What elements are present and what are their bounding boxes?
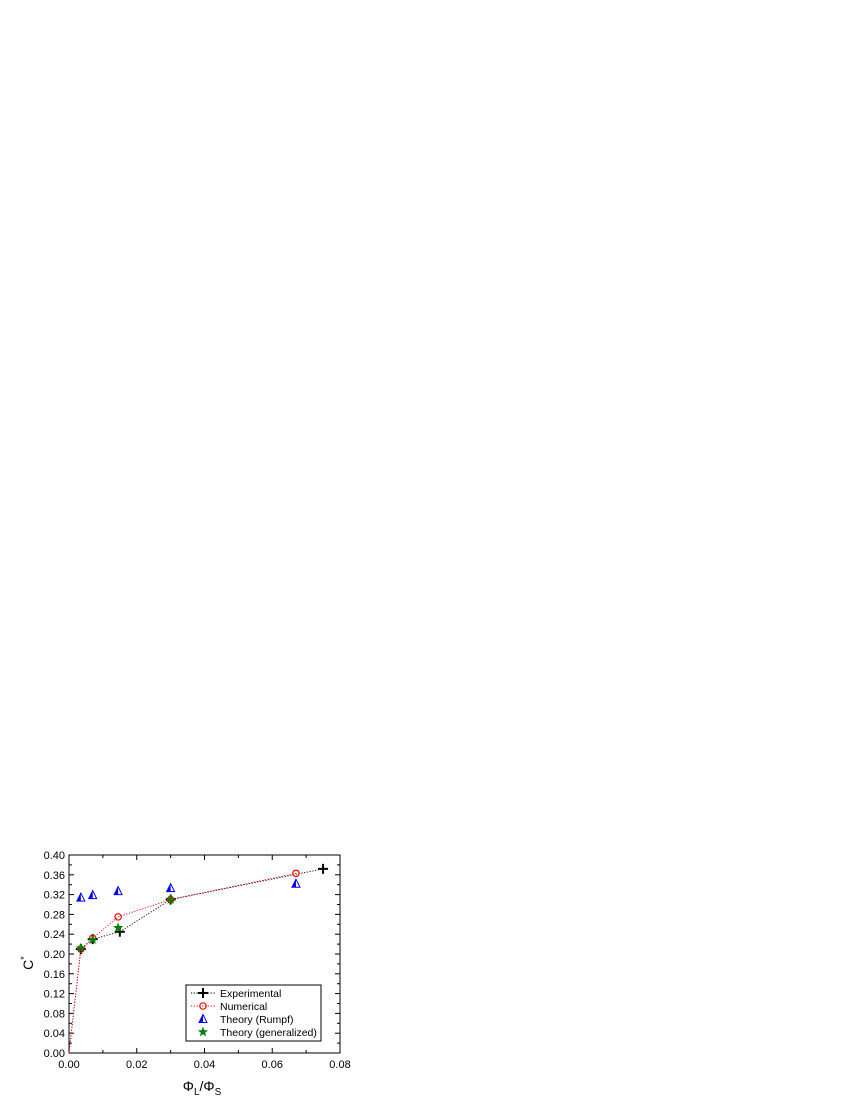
legend-item: Numerical: [191, 1001, 267, 1013]
y-axis-label: C*: [19, 956, 36, 970]
series-line: [68, 872, 297, 1054]
data-point: [87, 889, 98, 900]
legend-label: Theory (generalized): [220, 1027, 317, 1039]
data-point: [165, 894, 176, 904]
y-tick-label: 0.20: [44, 949, 65, 961]
series-theory-generalized: [75, 894, 176, 953]
x-axis-label-sub-l: L: [194, 1087, 200, 1098]
legend-label: Experimental: [220, 988, 281, 1000]
legend-marker: [197, 1026, 209, 1037]
legend-item: Theory (generalized): [197, 1026, 317, 1039]
y-axis: 0.00 0.04 0.08 0.12 0.16 0.20 0.24 0.28 0.32 0.36…: [44, 850, 340, 1060]
data-point: [113, 922, 124, 933]
x-tick-label: 0.08: [329, 1059, 350, 1071]
y-tick-label: 0.40: [44, 850, 65, 862]
x-axis-label: ΦL/ΦS: [183, 1078, 222, 1098]
triangle-fill: [88, 890, 93, 899]
y-tick-label: 0.08: [44, 1008, 65, 1020]
y-tick-label: 0.24: [44, 929, 65, 941]
x-axis-label-sub-s: S: [215, 1087, 222, 1098]
y-tick-label: 0.36: [44, 870, 65, 882]
data-point: [318, 863, 329, 874]
y-tick-label: 0.16: [44, 969, 65, 981]
x-axis-label-slash: /Φ: [200, 1078, 215, 1094]
y-axis-label-sup: *: [19, 956, 29, 960]
y-tick-label: 0.28: [44, 909, 65, 921]
legend-label: Theory (Rumpf): [220, 1014, 294, 1026]
y-tick-label: 0.04: [44, 1028, 65, 1040]
x-axis: 0.00 0.02 0.04 0.06 0.08: [58, 855, 351, 1071]
data-point: [113, 885, 123, 896]
legend-label: Numerical: [220, 1001, 267, 1013]
data-point: [114, 913, 122, 921]
triangle-fill: [291, 879, 296, 888]
data-point: [76, 891, 86, 902]
x-tick-label: 0.02: [126, 1059, 147, 1071]
y-tick-label: 0.32: [44, 890, 65, 902]
data-point: [87, 934, 98, 944]
series-layer: [68, 863, 329, 1054]
x-tick-label: 0.00: [58, 1059, 79, 1071]
data-point: [291, 878, 301, 888]
triangle-fill: [114, 886, 119, 895]
legend-marker: [199, 1002, 207, 1010]
data-point: [75, 942, 86, 953]
x-axis-label-phi-l: Φ: [183, 1078, 194, 1094]
legend-item: Theory (Rumpf): [198, 1013, 294, 1026]
legend-box: [185, 984, 322, 1042]
legend-marker: [198, 988, 208, 998]
legend-marker: [198, 1013, 208, 1023]
data-point: [165, 882, 176, 893]
triangle-fill: [166, 883, 171, 892]
x-tick-label: 0.04: [194, 1059, 215, 1071]
x-tick-label: 0.06: [262, 1059, 283, 1071]
y-tick-label: 0.12: [44, 989, 65, 1001]
series-theory-rumpf: [76, 878, 301, 902]
triangle-fill: [199, 1014, 203, 1023]
y-tick-label: 0.00: [44, 1048, 65, 1060]
data-point: [292, 869, 300, 878]
triangle-fill: [76, 893, 81, 902]
legend-item: Experimental: [191, 988, 281, 1000]
